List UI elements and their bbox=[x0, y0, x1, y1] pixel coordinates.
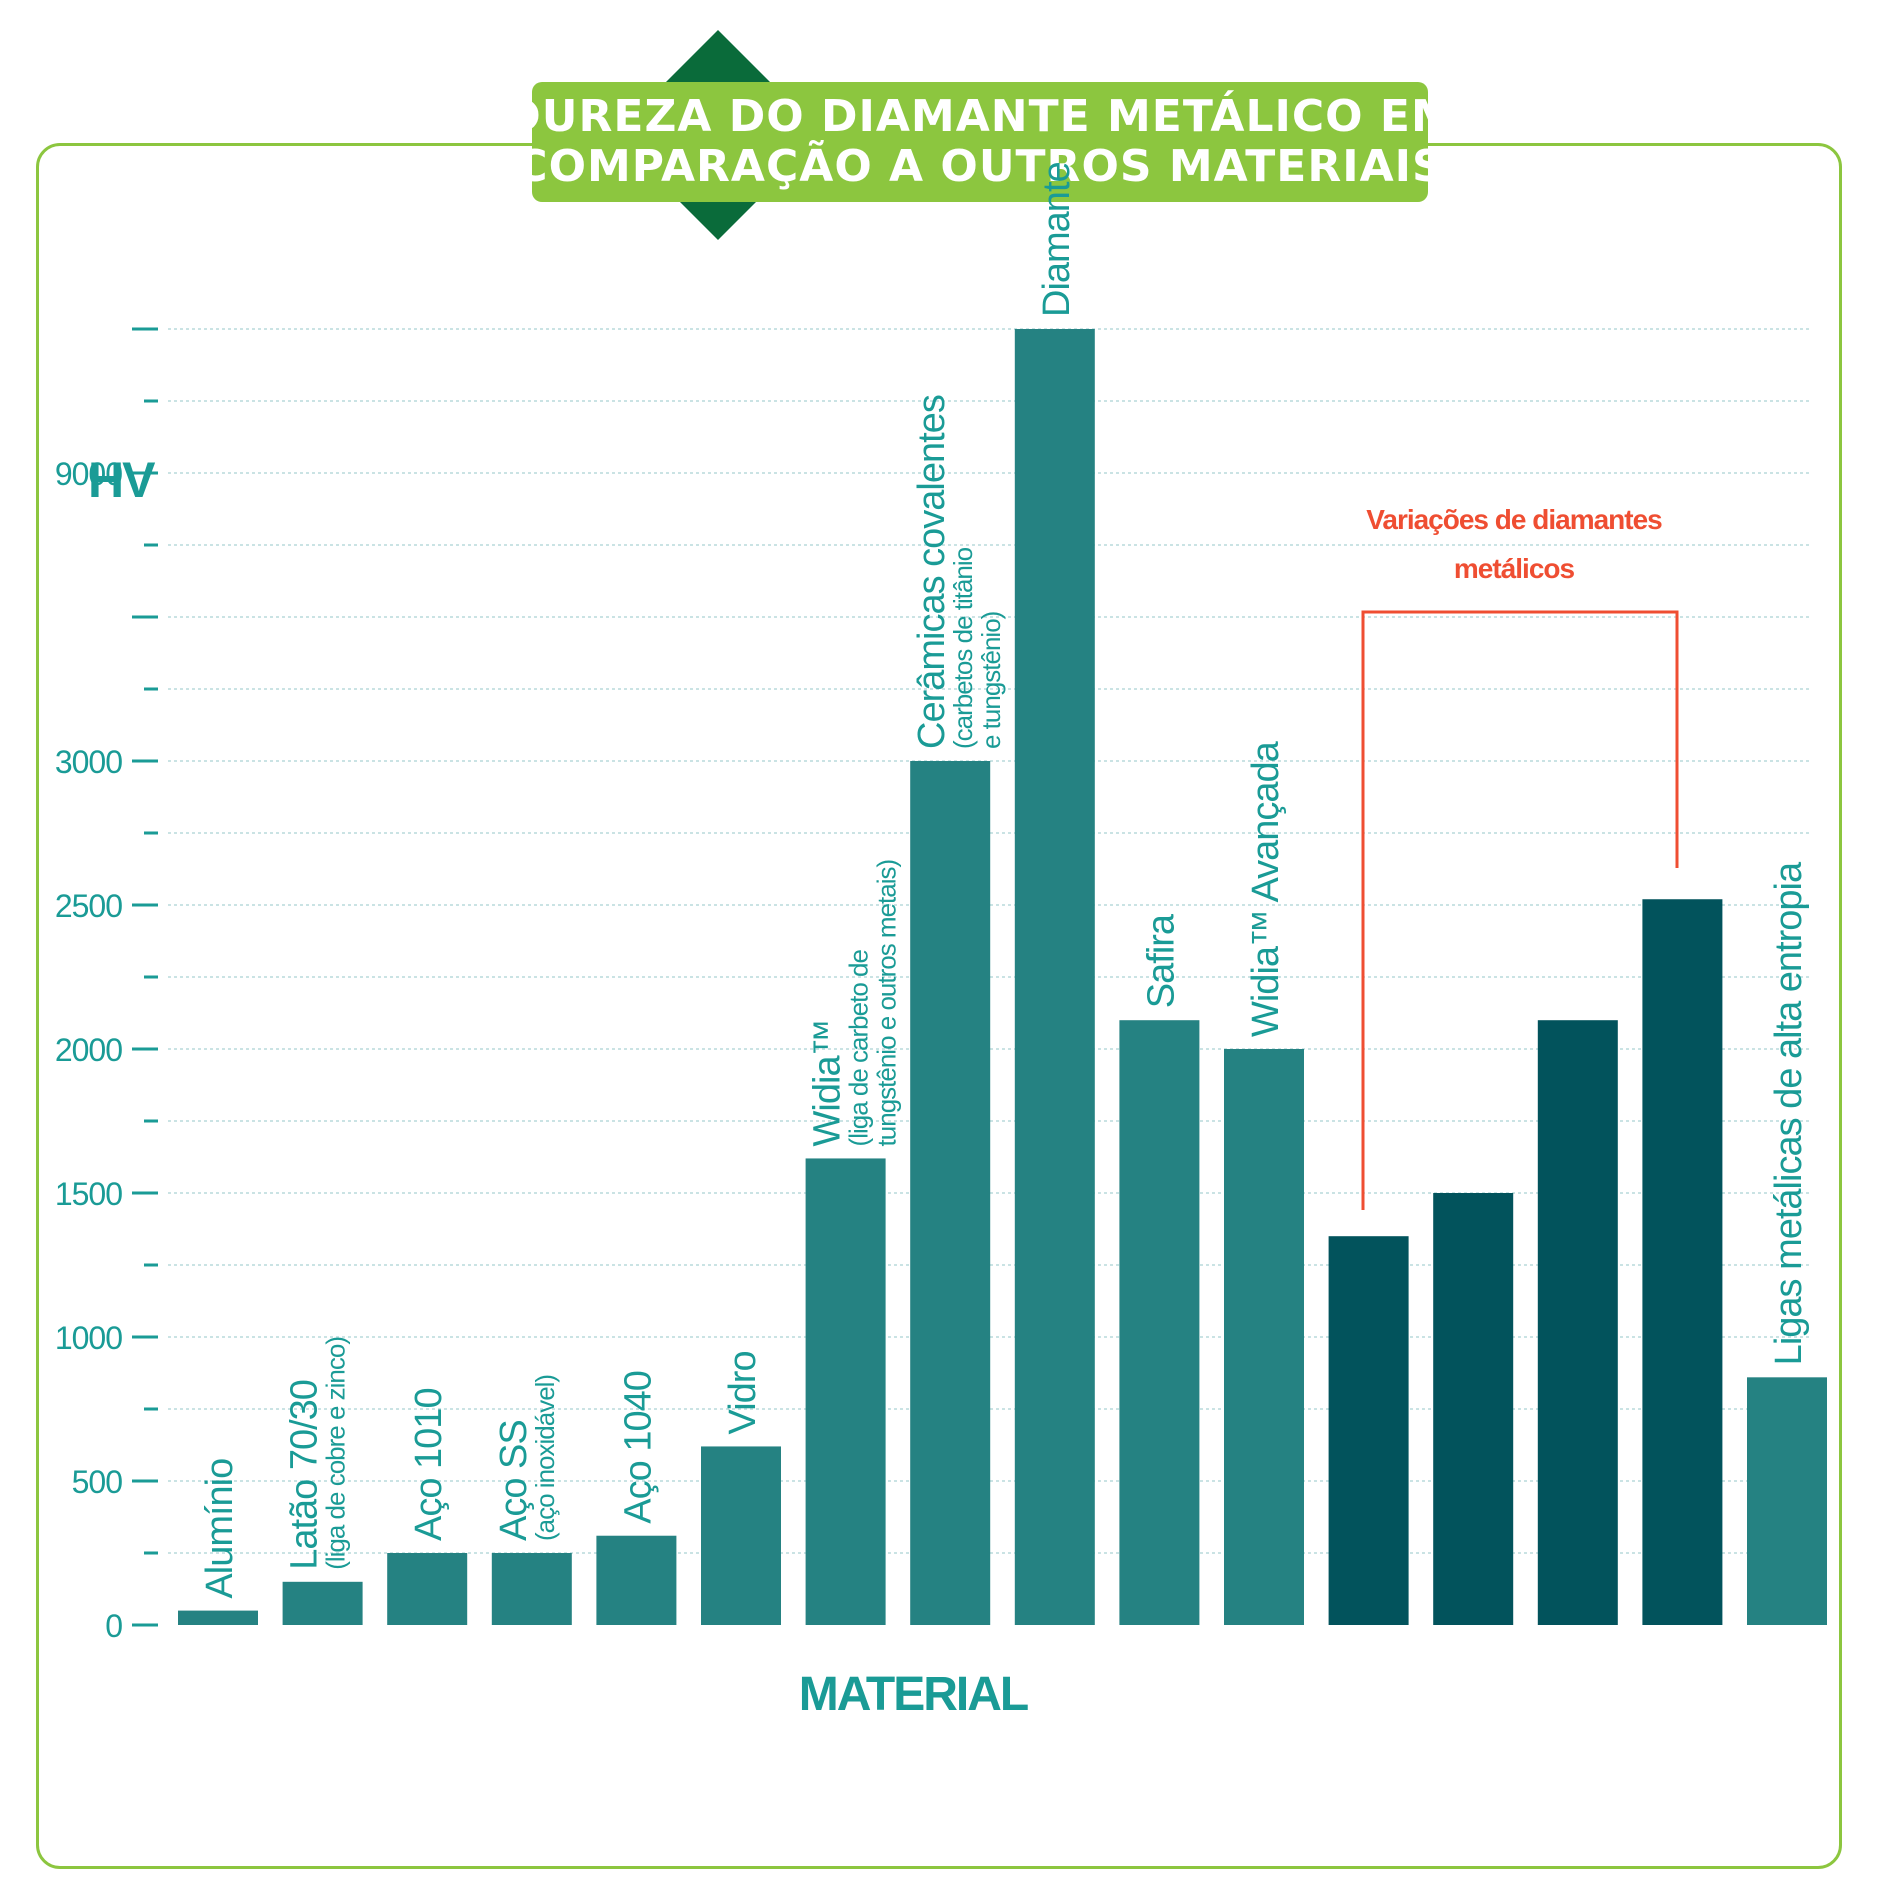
annotation-line-1: Variações de diamantes bbox=[1366, 504, 1662, 535]
bar-label: Widia™ bbox=[807, 1019, 849, 1146]
bar-label: Safira bbox=[1140, 913, 1182, 1008]
bar-label-group: Aço 1040 bbox=[617, 1371, 659, 1524]
annotation-line-2: metálicos bbox=[1454, 553, 1575, 584]
y-tick-label: 1000 bbox=[55, 1320, 122, 1356]
bar-label-group: Latão 70/30(liga de cobre e zinco) bbox=[284, 1337, 351, 1570]
grid-lines bbox=[168, 328, 1810, 1554]
bar bbox=[910, 761, 991, 1625]
bar-sublabel: (liga de carbeto de bbox=[844, 950, 874, 1147]
bar-label: Vidro bbox=[722, 1351, 764, 1434]
bar bbox=[805, 1158, 886, 1625]
bar-label-group: Vidro bbox=[722, 1351, 764, 1434]
bar-sublabel: e tungstênio) bbox=[976, 611, 1006, 749]
bar-label-group: Safira bbox=[1140, 913, 1182, 1008]
y-tick-label: 2500 bbox=[55, 888, 122, 924]
bar-label: Aço 1040 bbox=[617, 1371, 659, 1524]
y-axis-ticks: 0 500 1000 1500 2000 2500 3000 9000 bbox=[55, 327, 158, 1644]
bar-label: Widia™ Avançada bbox=[1245, 740, 1287, 1037]
bar bbox=[282, 1581, 363, 1625]
chart-title-line-1: DUREZA DO DIAMANTE METÁLICO EM bbox=[504, 91, 1456, 142]
bar-label-group: Cerâmicas covalentes(carbetos de titânio… bbox=[911, 395, 1006, 749]
y-tick-label: 500 bbox=[72, 1464, 123, 1500]
y-tick-label: 0 bbox=[105, 1608, 122, 1644]
bar-label-group: Aço 1010 bbox=[408, 1388, 450, 1541]
bar bbox=[491, 1553, 572, 1625]
bars bbox=[178, 329, 1827, 1625]
bar-label: Ligas metálicas de alta entropia bbox=[1768, 861, 1810, 1365]
y-tick-label: 3000 bbox=[55, 744, 122, 780]
bar-sublabel: tungstênio e outros metais) bbox=[872, 859, 902, 1146]
annotation-bracket bbox=[1361, 610, 1679, 1210]
bar-label: Aço 1010 bbox=[408, 1388, 450, 1541]
bar bbox=[1119, 1020, 1200, 1625]
bar bbox=[1537, 1020, 1618, 1625]
bar bbox=[596, 1535, 677, 1625]
chart-title: DUREZA DO DIAMANTE METÁLICO EM COMPARAÇÃ… bbox=[504, 82, 1455, 202]
bar-label: Diamante bbox=[1036, 162, 1078, 317]
x-axis-label: MATERIAL bbox=[799, 1668, 1028, 1721]
bar bbox=[1014, 329, 1095, 1625]
bar bbox=[178, 1610, 258, 1625]
y-tick-label: 9000 bbox=[55, 456, 122, 492]
bar-label-group: Diamante bbox=[1036, 162, 1078, 317]
bar bbox=[1747, 1377, 1827, 1625]
y-tick-label: 2000 bbox=[55, 1032, 122, 1068]
bar bbox=[701, 1446, 781, 1625]
bar-label-group: Alumínio bbox=[199, 1459, 241, 1599]
bar-label: Alumínio bbox=[199, 1459, 241, 1599]
bar bbox=[1224, 1049, 1304, 1625]
y-tick-label: 1500 bbox=[55, 1176, 122, 1212]
y-axis-label: HV bbox=[88, 452, 156, 508]
bar-labels: Alumínio Latão 70/30(liga de cobre e zinc… bbox=[199, 162, 1810, 1598]
bar-label-group: Aço SS(aço inoxidável) bbox=[493, 1375, 560, 1541]
bar bbox=[1642, 899, 1723, 1625]
bar-label-group: Widia™ Avançada bbox=[1245, 740, 1287, 1037]
bar-sublabel: (liga de cobre e zinco) bbox=[321, 1337, 351, 1570]
metallic-diamond-annotation: Variações de diamantes metálicos bbox=[1361, 504, 1679, 1210]
bar-label: Latão 70/30 bbox=[284, 1380, 326, 1570]
bar bbox=[1328, 1236, 1409, 1625]
bar bbox=[387, 1553, 468, 1625]
chart-title-line-2: COMPARAÇÃO A OUTROS MATERIAIS bbox=[515, 141, 1445, 192]
bar-label: Cerâmicas covalentes bbox=[911, 395, 953, 749]
bar-label-group: Ligas metálicas de alta entropia bbox=[1768, 861, 1810, 1365]
bar-sublabel: (aço inoxidável) bbox=[530, 1375, 560, 1541]
bar-label: Aço SS bbox=[493, 1420, 535, 1541]
bar bbox=[1433, 1193, 1514, 1625]
bar-sublabel: (carbetos de titânio bbox=[948, 547, 978, 749]
